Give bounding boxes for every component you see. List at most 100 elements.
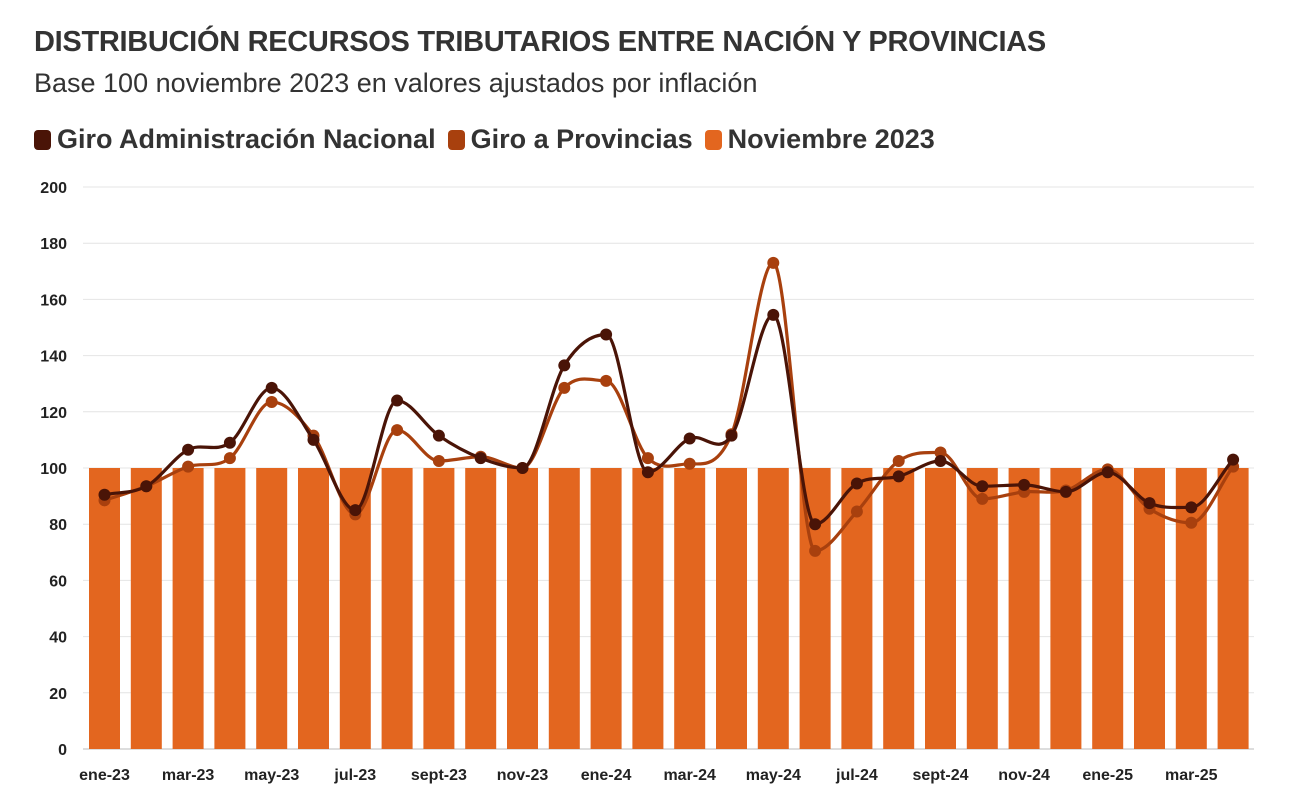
bar-dic-23 — [548, 468, 580, 749]
bar-oct-23 — [465, 468, 497, 749]
point-giro-administracion-nacional-jun-23 — [307, 433, 320, 446]
bar-sept-24 — [925, 468, 956, 749]
bar-may-24 — [757, 468, 789, 749]
x-tick-label-jul-23: jul-23 — [333, 767, 376, 784]
bar-mar-23 — [172, 468, 204, 749]
x-tick-label-mar-24: mar-24 — [663, 767, 716, 784]
point-giro-administracion-nacional-ene-24 — [600, 328, 613, 341]
point-giro-administracion-nacional-jul-24 — [850, 477, 863, 490]
bar-ago-23 — [381, 468, 413, 749]
y-tick-label-0: 0 — [58, 742, 67, 759]
y-tick-label-200: 200 — [40, 180, 67, 197]
legend-swatch-nacional — [34, 129, 51, 150]
point-giro-administracion-nacional-dic-24 — [1059, 485, 1072, 498]
bar-jun-23 — [298, 468, 329, 749]
point-giro-a-provincias-mar-25 — [1185, 516, 1198, 529]
point-giro-a-provincias-ago-24 — [892, 454, 905, 467]
bar-abr-23 — [214, 468, 246, 749]
chart-legend: Giro Administración Nacional Giro a Prov… — [34, 124, 947, 155]
x-tick-label-may-23: may-23 — [244, 767, 299, 784]
point-giro-a-provincias-dic-23 — [558, 381, 571, 394]
point-giro-administracion-nacional-oct-24 — [976, 480, 989, 493]
point-giro-administracion-nacional-ene-23 — [98, 488, 111, 501]
point-giro-administracion-nacional-feb-23 — [140, 480, 153, 493]
point-giro-administracion-nacional-may-24 — [767, 308, 780, 321]
x-tick-label-ene-25: ene-25 — [1082, 767, 1133, 784]
legend-label-provincias: Giro a Provincias — [470, 124, 693, 154]
point-giro-a-provincias-ago-23 — [391, 424, 404, 437]
x-tick-label-sept-24: sept-24 — [912, 767, 968, 784]
x-tick-label-mar-23: mar-23 — [162, 767, 215, 784]
point-giro-administracion-nacional-abr-24 — [725, 429, 738, 442]
x-tick-label-ene-24: ene-24 — [581, 767, 632, 784]
point-giro-administracion-nacional-may-23 — [265, 381, 278, 394]
bar-abr-25 — [1217, 468, 1249, 749]
x-tick-label-sept-23: sept-23 — [411, 767, 467, 784]
bar-ene-24 — [590, 468, 622, 749]
point-giro-administracion-nacional-oct-23 — [474, 452, 487, 465]
point-giro-administracion-nacional-ene-25 — [1101, 466, 1114, 479]
y-tick-label-100: 100 — [40, 461, 67, 478]
y-tick-label-40: 40 — [49, 630, 67, 647]
point-giro-administracion-nacional-mar-23 — [182, 443, 195, 456]
point-giro-a-provincias-may-24 — [767, 256, 780, 269]
legend-item-nacional[interactable]: Giro Administración Nacional — [34, 124, 436, 155]
point-giro-a-provincias-ene-24 — [600, 374, 613, 387]
point-giro-a-provincias-may-23 — [265, 395, 278, 408]
y-tick-label-60: 60 — [49, 573, 67, 590]
point-giro-administracion-nacional-mar-25 — [1185, 501, 1198, 514]
point-giro-administracion-nacional-sept-24 — [934, 454, 947, 467]
y-tick-label-120: 120 — [40, 405, 67, 422]
point-giro-administracion-nacional-nov-23 — [516, 462, 529, 474]
legend-label-noviembre-2023: Noviembre 2023 — [727, 124, 935, 154]
point-giro-administracion-nacional-jun-24 — [809, 518, 822, 531]
point-giro-administracion-nacional-abr-25 — [1227, 453, 1240, 466]
y-tick-label-180: 180 — [40, 236, 67, 253]
x-tick-label-nov-24: nov-24 — [998, 767, 1050, 784]
bar-sept-23 — [423, 468, 455, 749]
point-giro-a-provincias-oct-24 — [976, 492, 989, 505]
bar-ago-24 — [883, 468, 915, 749]
x-tick-label-nov-23: nov-23 — [497, 767, 549, 784]
bar-feb-24 — [632, 468, 664, 749]
point-giro-a-provincias-jun-24 — [809, 544, 822, 557]
chart-title: DISTRIBUCIÓN RECURSOS TRIBUTARIOS ENTRE … — [34, 26, 1046, 58]
bar-nov-23 — [507, 468, 538, 749]
bar-abr-24 — [716, 468, 747, 749]
legend-swatch-provincias — [447, 129, 465, 150]
y-tick-label-140: 140 — [40, 349, 67, 366]
bar-feb-23 — [130, 468, 162, 749]
legend-swatch-noviembre-2023 — [704, 129, 722, 150]
x-tick-label-may-24: may-24 — [746, 767, 801, 784]
point-giro-administracion-nacional-mar-24 — [683, 432, 696, 445]
point-giro-administracion-nacional-feb-25 — [1143, 497, 1156, 510]
bar-ene-23 — [89, 468, 120, 749]
x-axis: ene-23 mar-23 may-23 jul-23 sept-23 nov-23 ene… — [79, 767, 1217, 784]
chart-subtitle: Base 100 noviembre 2023 en valores ajust… — [34, 68, 758, 98]
x-tick-label-ene-23: ene-23 — [79, 767, 130, 784]
bar-series — [89, 468, 1249, 749]
point-giro-administracion-nacional-dic-23 — [558, 359, 571, 372]
legend-item-provincias[interactable]: Giro a Provincias — [447, 124, 693, 155]
y-axis: 0 20 40 60 80 100 120 140 160 180 200 — [40, 180, 67, 759]
point-giro-administracion-nacional-sept-23 — [432, 429, 445, 442]
point-giro-a-provincias-sept-23 — [432, 454, 445, 467]
point-giro-administracion-nacional-feb-24 — [641, 466, 654, 479]
bar-may-23 — [256, 468, 288, 749]
point-giro-a-provincias-mar-23 — [182, 460, 195, 473]
bar-mar-24 — [674, 468, 706, 749]
point-giro-a-provincias-feb-24 — [641, 452, 654, 465]
point-giro-administracion-nacional-ago-24 — [892, 470, 905, 483]
y-tick-label-80: 80 — [49, 517, 67, 534]
point-giro-a-provincias-sept-24 — [934, 446, 947, 459]
legend-item-noviembre-2023[interactable]: Noviembre 2023 — [704, 124, 935, 155]
line-series — [98, 256, 1240, 557]
bar-nov-24 — [1008, 468, 1040, 749]
point-giro-a-provincias-abr-23 — [223, 452, 236, 465]
bar-dic-24 — [1050, 468, 1082, 749]
x-tick-label-mar-25: mar-25 — [1165, 767, 1218, 784]
y-tick-label-160: 160 — [40, 292, 67, 309]
point-giro-a-provincias-jul-24 — [850, 505, 863, 518]
point-giro-administracion-nacional-ago-23 — [391, 394, 404, 407]
